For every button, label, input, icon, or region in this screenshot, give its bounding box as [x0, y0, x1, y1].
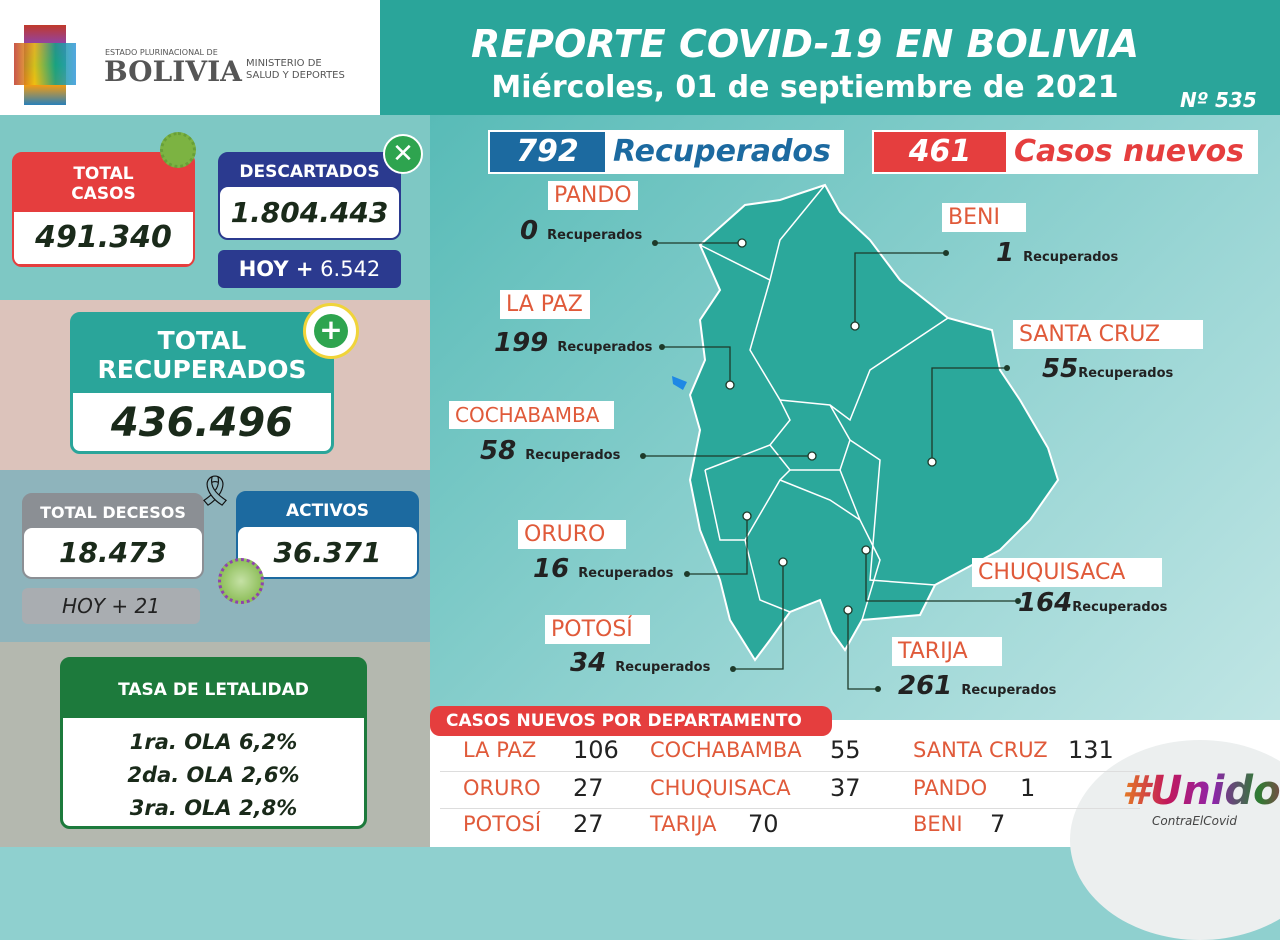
new-cases-badge: 461 Casos nuevos [872, 130, 1258, 174]
dept-label-potosi: POTOSÍ [545, 615, 650, 644]
new-cases-dept: CHUQUISACA [650, 776, 791, 800]
dept-recovered-oruro: 16 Recuperados [533, 554, 674, 584]
dept-label-oruro: ORURO [518, 520, 626, 549]
mourning-ribbon-icon: 🎗 [196, 474, 235, 509]
recovered-today-label: Recuperados [613, 134, 831, 169]
new-cases-value: 27 [573, 810, 604, 838]
report-date: Miércoles, 01 de septiembre de 2021 [491, 70, 1119, 105]
total-cases-card: TOTAL CASOS 491.340 [12, 152, 195, 267]
dept-recovered-tarija: 261 Recuperados [898, 671, 1057, 701]
dept-recovered-pando: 0 Recuperados [520, 216, 643, 246]
ministry-1: MINISTERIO DE [246, 58, 322, 69]
new-cases-value: 106 [573, 736, 619, 764]
discarded-value: 1.804.443 [220, 187, 399, 238]
recovered-label: TOTAL [157, 326, 247, 355]
dept-recovered-chuquisaca: 164Recuperados [1018, 588, 1168, 618]
dept-recovered-potosi: 34 Recuperados [570, 648, 711, 678]
discarded-today: HOY + 6.542 [218, 250, 401, 288]
dept-recovered-beni: 1 Recuperados [996, 238, 1119, 268]
ministry-2: SALUD Y DEPORTES [246, 70, 345, 81]
lake-titicaca [672, 376, 687, 390]
recovered-value: 436.496 [73, 393, 331, 451]
lethality-wave-3: 3ra. OLA 2,8% [129, 796, 298, 820]
bolivia-emblem-logo [14, 25, 76, 105]
plus-icon-ring: + [303, 303, 359, 359]
dept-recovered-la-paz: 199 Recuperados [494, 328, 653, 358]
bolivia-map [640, 183, 1060, 692]
discarded-card: DESCARTADOS 1.804.443 [218, 152, 401, 240]
virus-icon [160, 132, 196, 168]
discarded-label: DESCARTADOS [239, 162, 380, 182]
new-cases-value: 70 [748, 810, 779, 838]
org-big: BOLIVIA [104, 55, 242, 88]
org-small: ESTADO PLURINACIONAL DE [105, 48, 218, 57]
lethality-card: TASA DE LETALIDAD 1ra. OLA 6,2% 2da. OLA… [60, 657, 367, 829]
recovered-today-badge: 792 Recuperados [488, 130, 844, 174]
dept-label-pando: PANDO [548, 181, 638, 210]
new-cases-value: 37 [830, 774, 861, 802]
new-cases-dept: SANTA CRUZ [913, 738, 1048, 762]
leader-lines [643, 242, 1018, 690]
report-title: REPORTE COVID-19 EN BOLIVIA [470, 22, 1140, 66]
dept-label-chuquisaca: CHUQUISACA [972, 558, 1162, 587]
new-cases-dept: POTOSÍ [463, 812, 542, 836]
dept-label-tarija: TARIJA [892, 637, 1002, 666]
total-cases-label: TOTAL [73, 164, 134, 184]
dept-recovered-santa-cruz: 55Recuperados [1042, 354, 1174, 384]
divider [440, 771, 1140, 772]
virus-icon-2 [218, 558, 264, 604]
new-cases-dept: TARIJA [650, 812, 717, 836]
active-value: 36.371 [238, 527, 417, 577]
dept-label-santa-cruz: SANTA CRUZ [1013, 320, 1203, 349]
new-cases-value: 55 [830, 736, 861, 764]
total-cases-label-2: CASOS [71, 184, 136, 204]
total-recovered-card: TOTAL RECUPERADOS 436.496 [70, 312, 334, 454]
new-cases-value: 131 [1068, 736, 1114, 764]
new-cases-value: 1 [1020, 774, 1036, 802]
discarded-today-value: 6.542 [320, 257, 381, 281]
new-cases-dept: LA PAZ [463, 738, 537, 762]
recovered-label-2: RECUPERADOS [97, 355, 307, 384]
total-cases-value: 491.340 [14, 212, 193, 264]
new-cases-label: Casos nuevos [1014, 134, 1245, 169]
new-cases-title: CASOS NUEVOS POR DEPARTAMENTO [430, 706, 832, 736]
bolivia-outline [688, 183, 1060, 662]
new-cases-value: 461 [874, 132, 1006, 172]
deaths-label: TOTAL DECESOS [40, 503, 186, 522]
new-cases-dept: ORURO [463, 776, 541, 800]
new-cases-value: 27 [573, 774, 604, 802]
lethality-wave-1: 1ra. OLA 6,2% [129, 730, 298, 754]
dept-label-beni: BENI [942, 203, 1026, 232]
deaths-value: 18.473 [24, 528, 202, 577]
dept-label-la-paz: LA PAZ [500, 290, 590, 319]
deaths-today: HOY + 21 [22, 588, 200, 624]
department-borders [699, 184, 949, 621]
lethality-wave-2: 2da. OLA 2,6% [127, 763, 300, 787]
lethality-title: TASA DE LETALIDAD [118, 680, 309, 700]
new-cases-dept: PANDO [913, 776, 988, 800]
close-x-icon: ✕ [383, 134, 423, 174]
new-cases-dept: BENI [913, 812, 963, 836]
dept-recovered-cochabamba: 58 Recuperados [480, 436, 621, 466]
department-dots [725, 238, 937, 615]
active-label: ACTIVOS [285, 501, 370, 521]
recovered-today-value: 792 [490, 132, 605, 172]
report-number: Nº 535 [1180, 88, 1257, 112]
new-cases-value: 7 [990, 810, 1006, 838]
campaign-sub: ContraElCovid [1152, 814, 1238, 828]
deaths-card: TOTAL DECESOS 18.473 [22, 493, 204, 579]
dept-label-cochabamba: COCHABAMBA [449, 401, 614, 429]
plus-icon: + [314, 314, 348, 348]
campaign-hashtag: #Unidos [1122, 768, 1280, 814]
active-card: ACTIVOS 36.371 [236, 491, 419, 579]
new-cases-dept: COCHABAMBA [650, 738, 802, 762]
discarded-today-label: HOY + [238, 257, 314, 281]
header-band [340, 0, 1280, 115]
divider [440, 808, 1140, 809]
